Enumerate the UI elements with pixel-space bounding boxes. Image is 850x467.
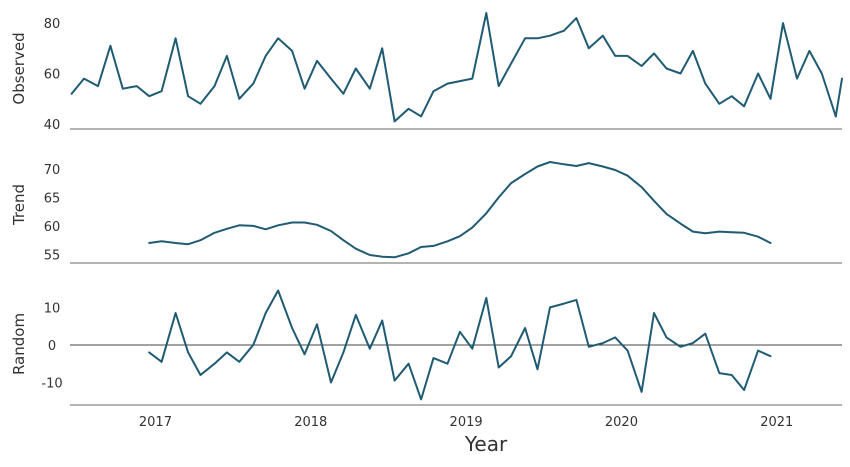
series-line: [148, 289, 772, 401]
x-axis-label: Year: [464, 432, 508, 456]
y-tick-label: 60: [44, 220, 61, 235]
panel-observed: 40 60 80 Observed: [10, 12, 843, 133]
y-tick-label: 55: [44, 248, 61, 263]
y-tick-label: 70: [44, 163, 61, 178]
x-tick-label: 2017: [139, 415, 172, 430]
y-axis-label: Observed: [10, 32, 28, 104]
y-tick-label: 80: [44, 17, 61, 32]
series-line: [148, 161, 772, 259]
y-tick-label: 10: [44, 301, 61, 316]
y-tick-label: 0: [48, 339, 56, 354]
panel-random: -10 0 10 Random: [10, 289, 842, 406]
y-axis-label: Trend: [10, 184, 28, 226]
series-line: [70, 12, 837, 123]
y-axis-label: Random: [10, 313, 28, 375]
x-tick-label: 2021: [760, 415, 793, 430]
y-tick-label: 65: [44, 191, 61, 206]
y-tick-label: 60: [44, 68, 61, 83]
x-tick-label: 2018: [294, 415, 327, 430]
y-tick-label: 40: [44, 118, 61, 133]
y-tick-label: -10: [41, 376, 62, 391]
x-tick-label: 2020: [605, 415, 638, 430]
series-line: [834, 77, 843, 118]
x-tick-label: 2019: [450, 415, 483, 430]
panel-trend: 55 60 65 70 Trend: [10, 161, 842, 264]
